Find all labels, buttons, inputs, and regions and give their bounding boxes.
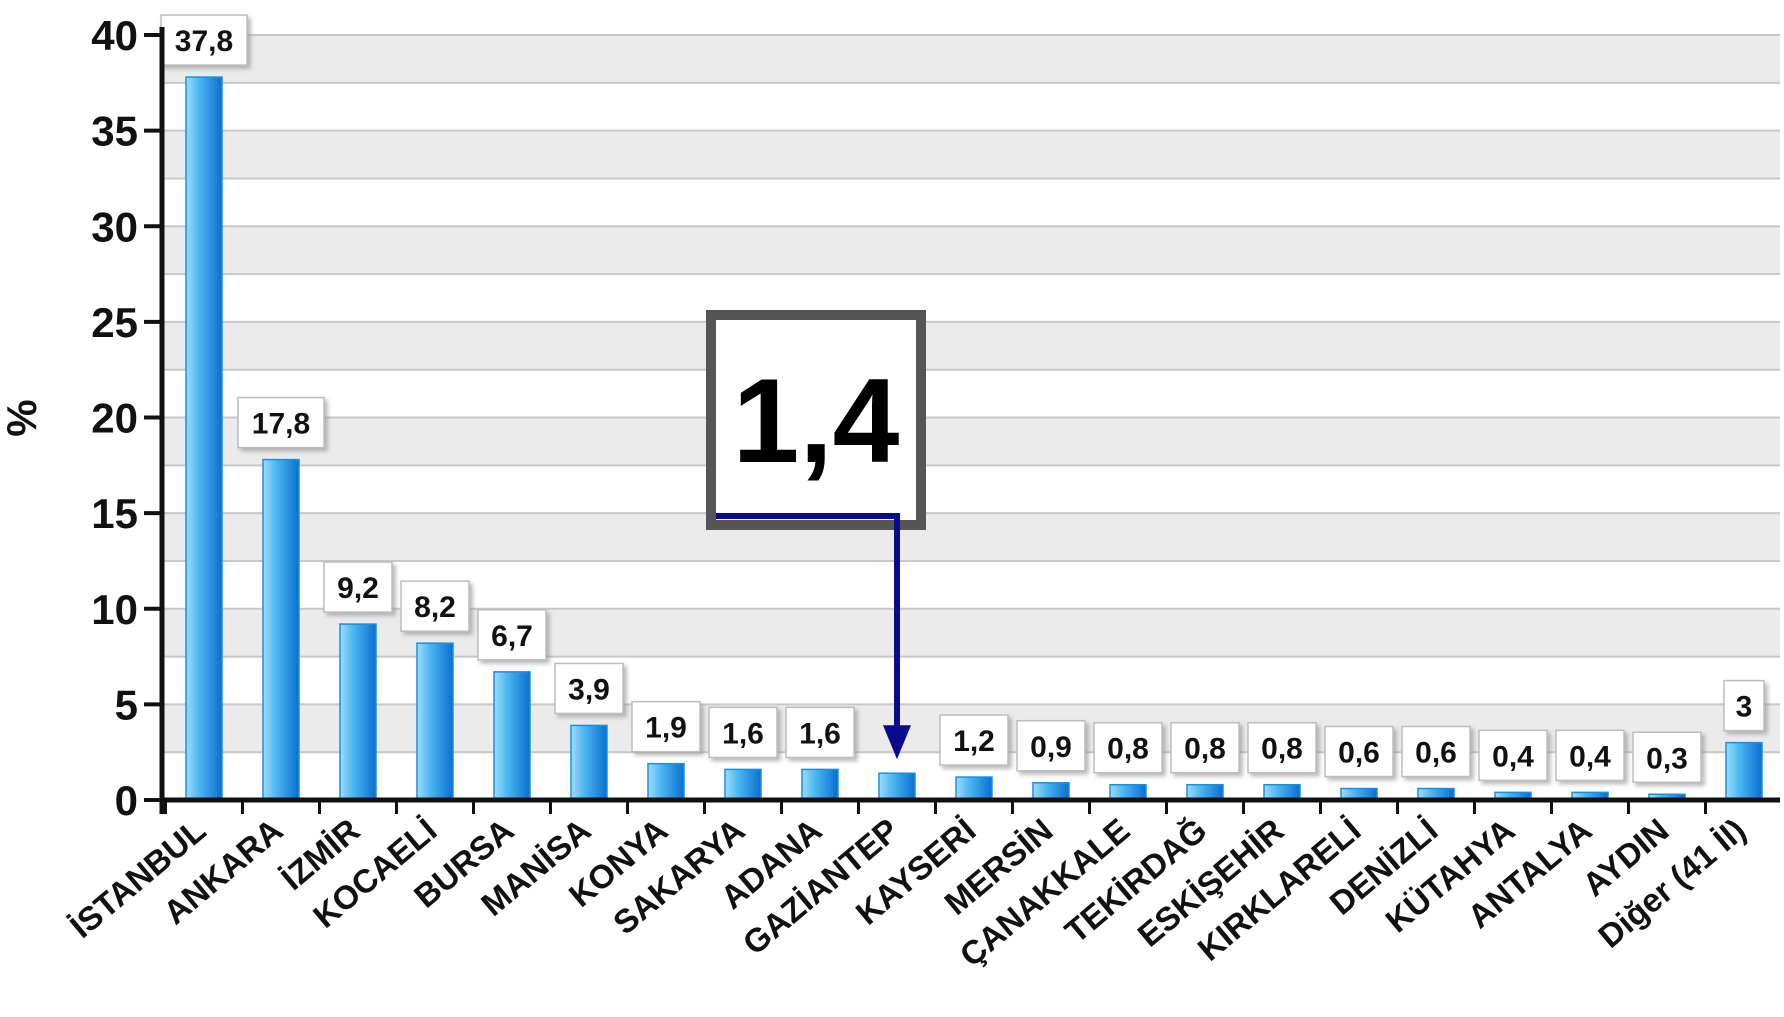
data-label-box-2 [323, 561, 393, 613]
data-label-box-6 [631, 700, 701, 753]
data-label-12: 0,8 [1107, 733, 1149, 766]
callout-arrow-head [883, 725, 911, 760]
grid-band [162, 513, 1780, 561]
data-label-15: 0,6 [1338, 737, 1380, 770]
bar-8 [801, 768, 839, 801]
bar-2 [339, 623, 377, 801]
grid-band [162, 417, 1780, 466]
y-tick-label: 30 [91, 203, 138, 250]
data-label-20: 3 [1736, 691, 1753, 724]
bar-20 [1725, 741, 1763, 801]
callout: 1,4 [706, 310, 926, 760]
callout-box [716, 320, 916, 520]
y-axis-label: % [0, 399, 45, 436]
data-label-4: 6,7 [491, 620, 533, 653]
axes: 0 5 10 15 20 25 30 35 40 [91, 12, 1780, 824]
y-tick-label: 25 [91, 299, 138, 346]
data-label-box-18 [1555, 729, 1625, 782]
data-label-17: 0,4 [1492, 740, 1534, 773]
data-label-10: 1,2 [953, 725, 995, 758]
data-label-7: 1,6 [722, 717, 764, 750]
data-label-0: 37,8 [175, 25, 233, 58]
y-tick-label: 10 [91, 586, 138, 633]
data-label-box-8 [785, 706, 855, 759]
y-tick-label: 15 [91, 490, 138, 537]
data-label-box-13 [1170, 721, 1240, 774]
grid-band [162, 226, 1780, 275]
data-label-box-16 [1401, 725, 1471, 778]
data-label-14: 0,8 [1261, 733, 1303, 766]
bar-6 [647, 762, 685, 801]
grid-band [162, 130, 1780, 179]
data-label-3: 8,2 [414, 591, 456, 624]
y-tick-label: 0 [115, 777, 138, 824]
bar-4 [493, 671, 531, 801]
x-tick-labels: İSTANBULANKARAİZMİRKOCAELİBURSAMANİSAKON… [63, 811, 1753, 974]
bar-3 [416, 642, 454, 801]
data-label-box-20 [1723, 679, 1765, 732]
data-label-box-19 [1632, 731, 1702, 784]
data-label-16: 0,6 [1415, 737, 1457, 770]
grid [162, 34, 1780, 754]
data-labels: 37,8 17,8 9,2 8,2 6,7 3,9 1,9 1,6 1,6 1,2 0,9 0,8 0,… [160, 14, 1765, 784]
bar-11 [1032, 782, 1070, 801]
data-label-box-15 [1324, 725, 1394, 778]
grid-band [162, 321, 1780, 370]
bar-9 [878, 772, 916, 801]
data-label-11: 0,9 [1030, 731, 1072, 764]
data-label-18: 0,4 [1569, 740, 1611, 773]
data-label-2: 9,2 [337, 572, 379, 605]
data-label-6: 1,9 [645, 712, 687, 745]
data-label-box-10 [939, 714, 1009, 766]
bar-10 [955, 776, 993, 801]
data-label-box-3 [400, 580, 470, 632]
data-label-box-4 [477, 609, 547, 661]
data-label-box-12 [1093, 721, 1163, 774]
data-label-box-5 [554, 662, 624, 715]
data-label-19: 0,3 [1646, 742, 1688, 775]
y-tick-label: 5 [115, 681, 138, 728]
bar-0 [185, 76, 223, 801]
bar-1 [262, 458, 300, 801]
data-label-box-17 [1478, 729, 1548, 782]
data-label-1: 17,8 [252, 408, 310, 441]
data-label-8: 1,6 [799, 717, 841, 750]
data-label-13: 0,8 [1184, 733, 1226, 766]
data-label-box-1 [237, 396, 325, 449]
data-label-box-14 [1247, 721, 1317, 774]
y-tick-label: 40 [91, 12, 138, 59]
data-label-box-7 [708, 706, 778, 759]
callout-arrow-line [716, 513, 900, 732]
callout-label: 1,4 [733, 354, 900, 488]
data-label-box-11 [1016, 720, 1086, 772]
y-tick-label: 35 [91, 108, 138, 155]
bars [185, 76, 1763, 801]
y-tick-label: 20 [91, 395, 138, 442]
grid-band [162, 35, 1780, 83]
bar-7 [724, 768, 762, 801]
data-label-5: 3,9 [568, 673, 610, 706]
bar-5 [570, 724, 608, 801]
